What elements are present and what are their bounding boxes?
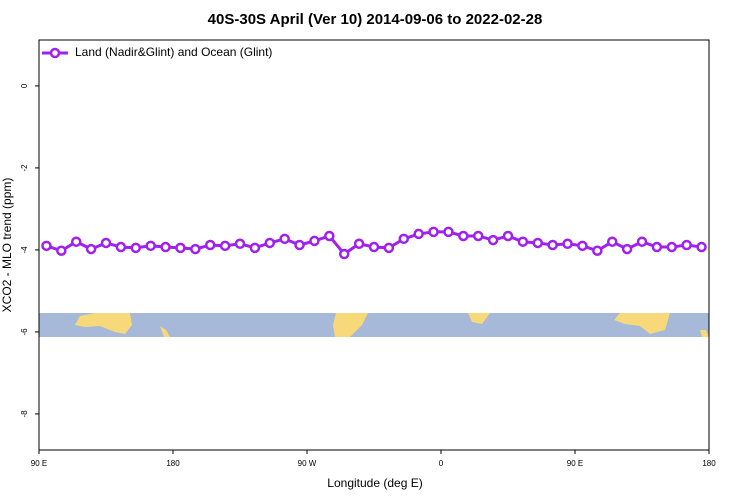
data-point [398, 233, 410, 245]
x-tick-label: 90 E [31, 459, 47, 468]
y-tick-label: -2 [20, 164, 29, 172]
data-point [666, 241, 678, 253]
data-point [41, 240, 52, 252]
data-point [85, 243, 97, 255]
data-point [145, 240, 156, 252]
y-tick-label: -4 [20, 246, 29, 254]
y-tick-label: -6 [20, 328, 29, 336]
x-tick-label: 0 [439, 459, 444, 468]
data-point [577, 240, 588, 252]
data-point [234, 238, 246, 250]
map-strip [39, 313, 709, 337]
data-point [636, 236, 648, 247]
legend: Land (Nadir&Glint) and Ocean (Glint) [42, 45, 272, 59]
data-point [621, 243, 633, 255]
y-tick-label: 0 [20, 83, 29, 88]
data-point [458, 230, 469, 242]
data-point [562, 238, 573, 250]
data-point [204, 239, 216, 251]
data-point [592, 245, 603, 256]
chart-title: 40S-30S April (Ver 10) 2014-09-06 to 202… [208, 11, 543, 28]
data-point [338, 248, 350, 260]
data-point [443, 226, 454, 238]
data-point [160, 241, 171, 253]
data-point [547, 239, 558, 251]
data-point [472, 230, 484, 242]
data-point [606, 236, 618, 247]
data-point [368, 241, 380, 253]
y-tick-label: -8 [20, 410, 29, 418]
data-point [175, 242, 186, 254]
x-tick-label: 180 [166, 459, 180, 468]
data-point [219, 240, 231, 252]
data-point [130, 242, 142, 254]
x-tick-label: 90 W [298, 459, 317, 468]
data-point [309, 235, 320, 247]
data-point [428, 226, 439, 238]
x-tick-label: 180 [702, 459, 716, 468]
data-point [190, 243, 201, 255]
data-point [70, 236, 82, 247]
x-tick-label: 90 E [567, 459, 583, 468]
data-point [279, 233, 290, 245]
x-axis-label: Longitude (deg E) [327, 476, 422, 490]
legend-marker [49, 47, 61, 59]
data-point [56, 245, 67, 256]
data-point [249, 242, 261, 254]
data-point [413, 228, 424, 240]
data-point [353, 238, 365, 250]
data-point [487, 234, 499, 246]
data-point [651, 241, 663, 253]
data-point [324, 230, 335, 242]
data-point [115, 241, 127, 253]
data-point [517, 236, 529, 247]
data-point [294, 239, 305, 251]
legend-label: Land (Nadir&Glint) and Ocean (Glint) [75, 45, 272, 59]
y-axis-label: XCO2 - MLO trend (ppm) [0, 178, 14, 313]
data-point [696, 241, 707, 253]
data-point [100, 237, 112, 249]
data-point [532, 237, 544, 249]
data-point [502, 230, 514, 242]
data-point [383, 242, 395, 254]
data-point [681, 239, 692, 251]
plot-frame [38, 39, 710, 451]
data-point [264, 237, 276, 249]
